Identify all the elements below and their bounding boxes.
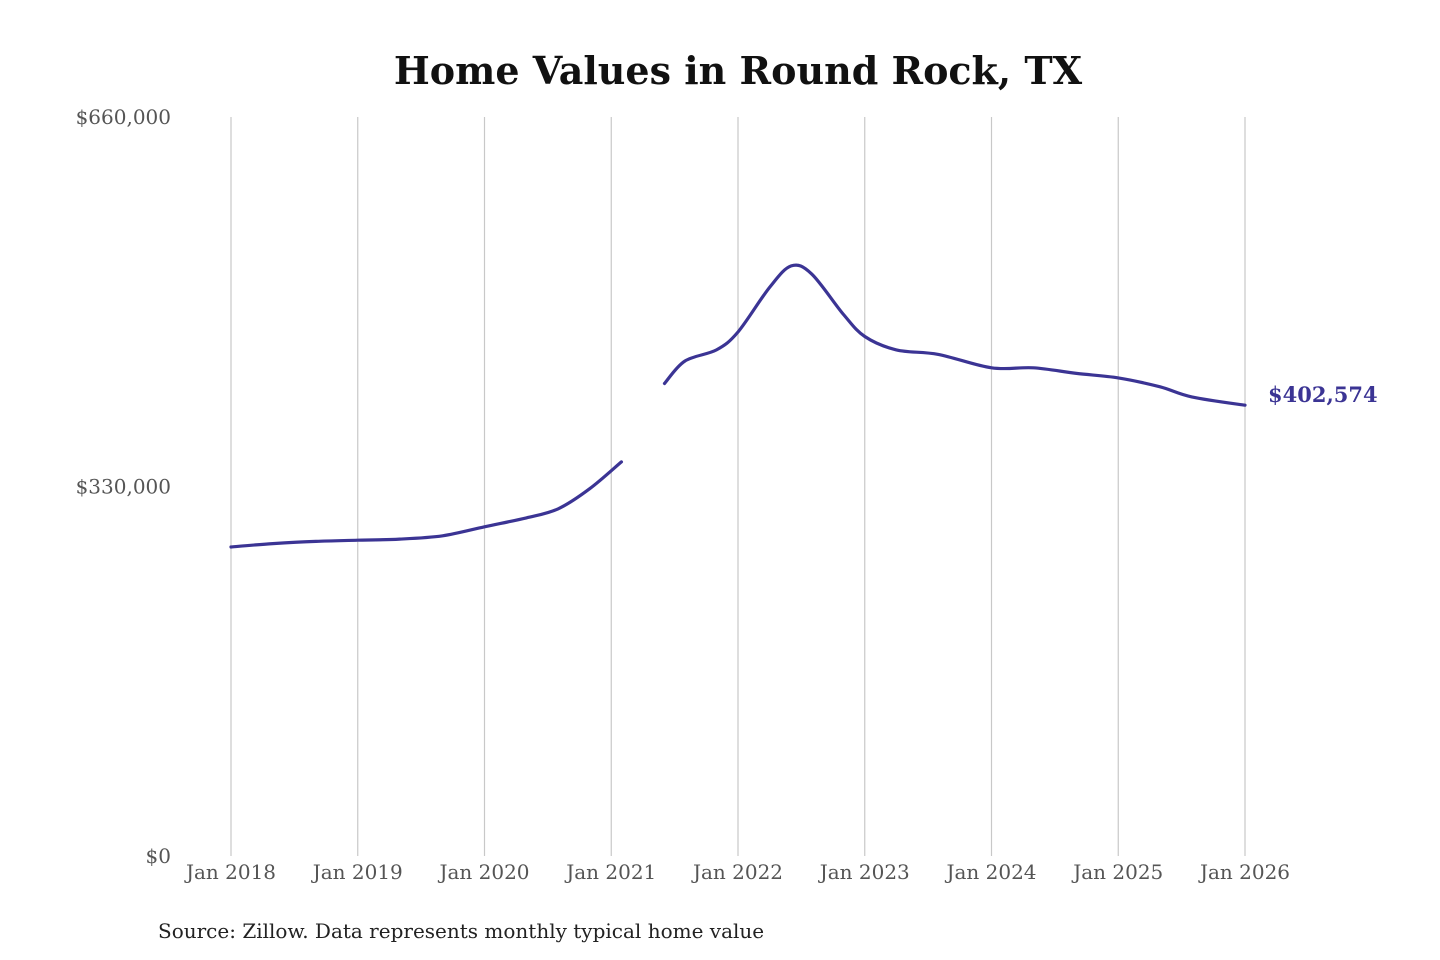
chart-title: Home Values in Round Rock, TX [394, 48, 1083, 93]
x-tick-label-8: Jan 2026 [1198, 860, 1290, 884]
y-axis: $0 $330,000 $660,000 [76, 105, 171, 868]
y-tick-label-0: $0 [146, 844, 171, 868]
series-line-segment-1 [662, 263, 1247, 407]
x-tick-label-1: Jan 2019 [311, 860, 403, 884]
grid [230, 117, 1246, 856]
x-tick-label-7: Jan 2025 [1071, 860, 1163, 884]
x-tick-label-3: Jan 2021 [564, 860, 656, 884]
x-tick-label-0: Jan 2018 [184, 860, 276, 884]
x-tick-label-5: Jan 2023 [818, 860, 910, 884]
end-value-label: $402,574 [1268, 382, 1378, 407]
x-tick-label-4: Jan 2022 [691, 860, 783, 884]
x-tick-label-2: Jan 2020 [437, 860, 529, 884]
source-note: Source: Zillow. Data represents monthly … [158, 919, 764, 943]
y-tick-label-1: $330,000 [76, 475, 171, 499]
y-tick-label-2: $660,000 [76, 105, 171, 129]
series-line-segment-0 [229, 460, 623, 549]
x-tick-label-6: Jan 2024 [944, 860, 1036, 884]
x-axis: Jan 2018 Jan 2019 Jan 2020 Jan 2021 Jan 2022… [184, 860, 1290, 884]
series [229, 263, 1247, 549]
